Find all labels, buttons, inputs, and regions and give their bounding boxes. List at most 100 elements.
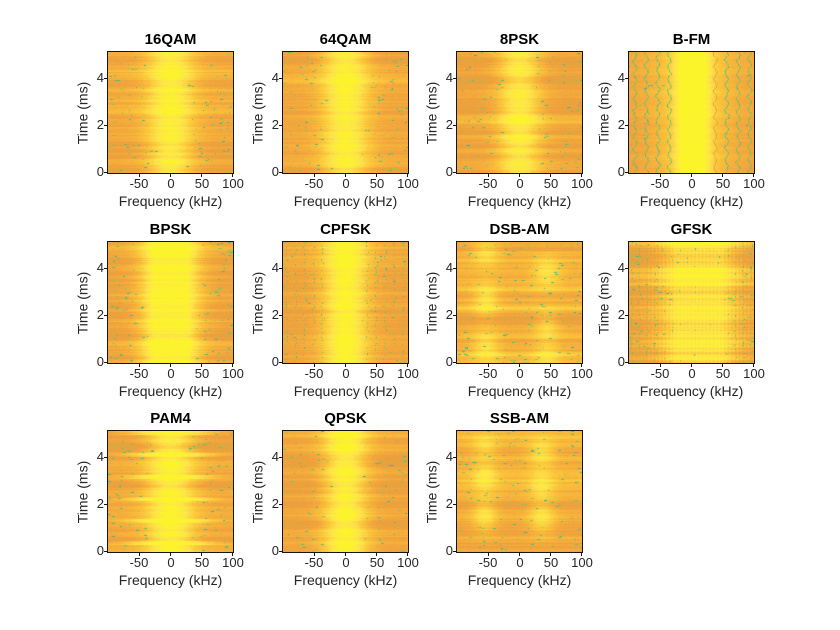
x-tick-label: 0: [516, 176, 524, 191]
x-axis-label: Frequency (kHz): [467, 383, 572, 399]
x-tick-mark: [345, 174, 346, 177]
x-tick-label: 50: [715, 366, 731, 381]
y-tick-label: 0: [445, 354, 453, 369]
spectrogram-heatmap: [283, 431, 408, 552]
y-axis-label: Time (ms): [423, 81, 440, 144]
x-tick-mark: [691, 364, 692, 367]
y-tick-label: 0: [96, 164, 104, 179]
x-tick-mark: [753, 174, 754, 177]
y-tick-mark: [453, 551, 456, 552]
y-tick-mark: [279, 78, 282, 79]
y-axis-label: Time (ms): [74, 81, 91, 144]
x-tick-label: 50: [715, 176, 731, 191]
y-tick-mark: [453, 504, 456, 505]
y-tick-mark: [625, 172, 628, 173]
y-tick-label: 2: [445, 117, 453, 132]
x-tick-mark: [407, 174, 408, 177]
subplot-dsb-am: DSB-AM -50 0 50 100 0 2 4 Frequency (kHz) Time (m…: [424, 221, 593, 399]
y-tick-label: 0: [271, 164, 279, 179]
spectrogram-heatmap: [629, 52, 754, 173]
x-tick-label: 50: [194, 176, 210, 191]
y-tick-mark: [104, 172, 107, 173]
plot-title: 16QAM: [144, 31, 197, 48]
subplot-pam4: PAM4 -50 0 50 100 0 2 4 Frequency (kHz) Time (ms): [75, 410, 244, 588]
x-tick-label: 50: [543, 366, 559, 381]
y-tick-label: 2: [96, 496, 104, 511]
x-axis-label: Frequency (kHz): [467, 193, 572, 209]
y-tick-mark: [279, 362, 282, 363]
y-tick-label: 2: [271, 307, 279, 322]
x-tick-label: 100: [397, 176, 419, 191]
y-axis-label: Time (ms): [423, 460, 440, 523]
x-tick-label: -50: [304, 366, 324, 381]
subplot-ssb-am: SSB-AM -50 0 50 100 0 2 4 Frequency (kHz) Time (m…: [424, 410, 593, 588]
axes-area: [282, 430, 409, 553]
subplot-16qam: 16QAM -50 0 50 100 0 2 4 Frequency (kHz) Time (ms…: [75, 31, 244, 209]
y-tick-mark: [625, 315, 628, 316]
spectrogram-heatmap: [457, 242, 582, 363]
x-tick-label: 0: [516, 366, 524, 381]
x-tick-mark: [407, 553, 408, 556]
y-tick-mark: [625, 362, 628, 363]
spectrogram-heatmap: [108, 242, 233, 363]
x-tick-label: -50: [304, 555, 324, 570]
x-tick-label: 0: [688, 366, 696, 381]
y-tick-mark: [453, 457, 456, 458]
y-tick-mark: [104, 268, 107, 269]
x-tick-label: 100: [222, 366, 244, 381]
y-tick-mark: [453, 362, 456, 363]
y-tick-label: 2: [617, 117, 625, 132]
x-tick-label: -50: [129, 176, 149, 191]
y-tick-mark: [279, 315, 282, 316]
x-tick-mark: [488, 364, 489, 367]
x-tick-mark: [314, 364, 315, 367]
subplot-qpsk: QPSK -50 0 50 100 0 2 4 Frequency (kHz) Time (ms): [250, 410, 419, 588]
subplot-bpsk: BPSK -50 0 50 100 0 2 4 Frequency (kHz) Time (ms): [75, 221, 244, 399]
y-tick-mark: [279, 125, 282, 126]
y-tick-label: 0: [96, 354, 104, 369]
y-tick-mark: [104, 551, 107, 552]
y-tick-label: 0: [96, 543, 104, 558]
x-axis-label: Frequency (kHz): [639, 193, 744, 209]
y-axis-label: Time (ms): [74, 271, 91, 334]
subplot-b-fm: B-FM -50 0 50 100 0 2 4 Frequency (kHz) Time (ms): [596, 31, 765, 209]
x-tick-label: 100: [743, 176, 765, 191]
x-tick-mark: [314, 174, 315, 177]
x-tick-label: 100: [222, 176, 244, 191]
x-tick-label: 50: [543, 176, 559, 191]
y-tick-mark: [453, 172, 456, 173]
x-tick-mark: [170, 364, 171, 367]
y-tick-mark: [104, 78, 107, 79]
x-tick-mark: [581, 364, 582, 367]
x-tick-mark: [232, 553, 233, 556]
x-tick-label: -50: [304, 176, 324, 191]
x-tick-mark: [519, 364, 520, 367]
y-tick-label: 4: [96, 260, 104, 275]
axes-area: [107, 241, 234, 364]
subplot-cpfsk: CPFSK -50 0 50 100 0 2 4 Frequency (kHz) Time (ms…: [250, 221, 419, 399]
spectrogram-heatmap: [108, 431, 233, 552]
x-tick-label: 0: [167, 176, 175, 191]
spectrogram-heatmap: [457, 52, 582, 173]
y-tick-mark: [279, 268, 282, 269]
x-tick-label: 0: [167, 366, 175, 381]
x-tick-label: 100: [397, 555, 419, 570]
x-tick-mark: [314, 553, 315, 556]
y-tick-label: 4: [445, 70, 453, 85]
y-tick-label: 0: [617, 354, 625, 369]
spectrogram-heatmap: [283, 242, 408, 363]
y-tick-label: 0: [271, 354, 279, 369]
x-axis-label: Frequency (kHz): [639, 383, 744, 399]
x-tick-mark: [139, 553, 140, 556]
x-tick-label: 0: [516, 555, 524, 570]
x-tick-mark: [376, 553, 377, 556]
x-tick-mark: [139, 174, 140, 177]
y-axis-label: Time (ms): [249, 81, 266, 144]
subplot-8psk: 8PSK -50 0 50 100 0 2 4 Frequency (kHz) Time (ms): [424, 31, 593, 209]
subplot-64qam: 64QAM -50 0 50 100 0 2 4 Frequency (kHz) Time (ms…: [250, 31, 419, 209]
x-tick-label: -50: [650, 366, 670, 381]
y-tick-label: 4: [96, 449, 104, 464]
x-tick-mark: [232, 174, 233, 177]
plot-title: DSB-AM: [489, 221, 550, 238]
axes-area: [282, 241, 409, 364]
